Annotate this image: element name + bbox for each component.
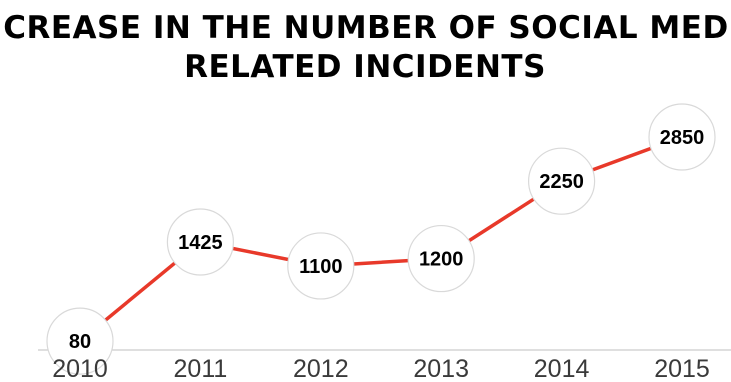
data-point-marker <box>407 224 475 293</box>
chart-title-line-1: INCREASE IN THE NUMBER OF SOCIAL MEDIA <box>0 10 731 46</box>
data-point-marker <box>166 208 234 276</box>
data-label: 80 <box>69 331 91 353</box>
x-tick-label: 2014 <box>534 355 590 382</box>
data-point-marker <box>648 103 716 171</box>
data-label: 2250 <box>539 171 584 193</box>
x-tick-label: 2015 <box>654 355 710 382</box>
data-label: 2850 <box>660 127 705 149</box>
marker-layer <box>46 103 716 375</box>
data-point-marker <box>527 147 596 215</box>
data-label: 1425 <box>178 232 223 254</box>
x-tick-label: 2012 <box>293 355 349 382</box>
x-tick-label: 2011 <box>174 355 228 382</box>
chart-title-line-2: RELATED INCIDENTS <box>184 49 546 85</box>
x-tick-label: 2013 <box>413 355 469 382</box>
data-point-marker <box>287 232 355 300</box>
x-tick-label: 2010 <box>52 355 108 382</box>
data-point-marker <box>46 307 114 375</box>
data-label: 1200 <box>419 249 464 271</box>
data-label: 1100 <box>299 256 342 278</box>
data-label-layer: 80 1425 1100 1200 2250 2850 <box>69 127 704 353</box>
x-tick-layer: 2010 2011 2012 2013 2014 2015 <box>52 355 710 382</box>
